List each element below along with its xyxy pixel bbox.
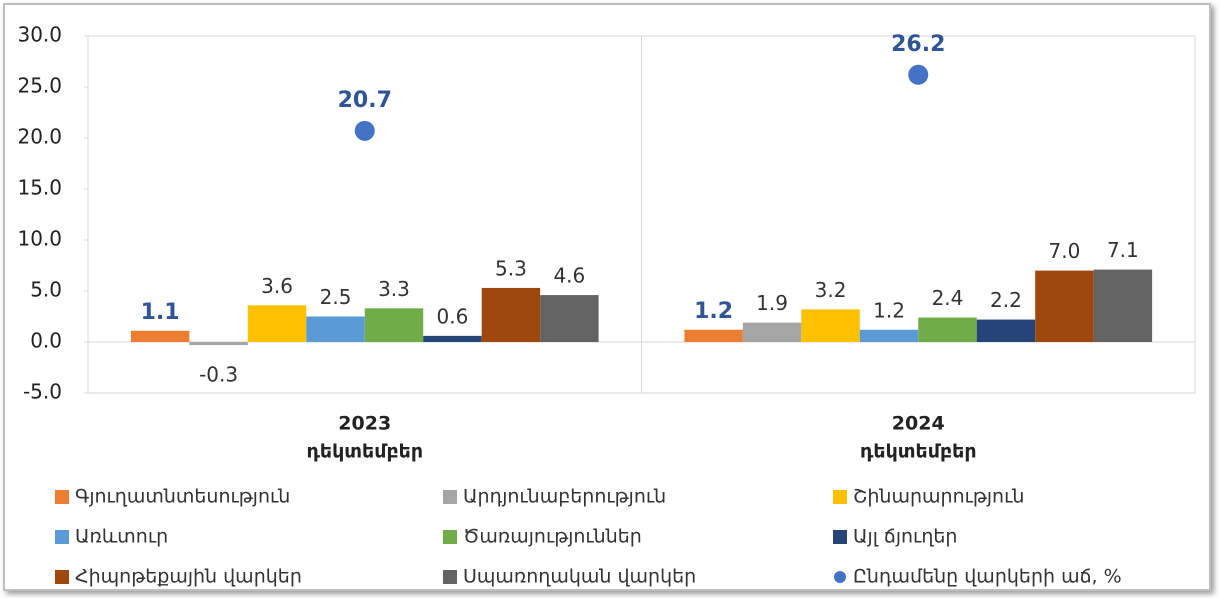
legend-label: Շինարարություն <box>853 486 1024 508</box>
legend-marker <box>833 530 847 544</box>
total-label: 20.7 <box>338 88 392 113</box>
value-label: 3.2 <box>815 278 847 302</box>
total-dot <box>908 64 929 85</box>
bar <box>801 309 860 342</box>
legend-marker <box>55 530 69 544</box>
bar <box>1035 270 1094 342</box>
value-label: 7.1 <box>1107 238 1139 262</box>
y-tick-label: 15.0 <box>17 176 62 200</box>
legend-marker <box>443 490 457 504</box>
x-tick-label: 2024 <box>892 413 945 435</box>
y-tick-label: 0.0 <box>30 329 62 353</box>
bar <box>306 316 365 342</box>
y-tick-label: 25.0 <box>17 74 62 98</box>
legend-label: Այլ ճյուղեր <box>853 526 957 548</box>
legend-label: Հիպոթեքային վարկեր <box>75 566 302 588</box>
value-label: 1.2 <box>694 299 733 324</box>
x-tick-label: 2023 <box>338 413 391 435</box>
legend-label: Գյուղատնտեսություն <box>75 486 290 508</box>
bar <box>247 305 307 342</box>
bar <box>364 308 424 342</box>
legend-label: Արդյունաբերություն <box>463 486 666 508</box>
bar <box>189 342 248 346</box>
legend-label: Ծառայություններ <box>463 526 642 548</box>
legend-marker <box>55 570 69 584</box>
value-label: 1.2 <box>873 298 905 322</box>
value-label: 7.0 <box>1049 239 1081 263</box>
legend-marker <box>55 490 69 504</box>
value-label: 2.4 <box>932 286 964 310</box>
bar <box>684 329 743 342</box>
bar <box>130 330 190 342</box>
legend-marker <box>834 571 846 583</box>
legend-label: Առևտուր <box>75 526 168 548</box>
y-tick-label: 20.0 <box>17 125 62 149</box>
y-tick-label: 5.0 <box>30 278 62 302</box>
legend-label: Ընդամենը վարկերի աճ, % <box>853 566 1122 588</box>
legend-marker <box>443 530 457 544</box>
legend-marker <box>833 490 847 504</box>
bar <box>423 335 482 342</box>
x-tick-label: դեկտեմբեր <box>860 441 977 463</box>
y-tick-label: -5.0 <box>23 380 62 404</box>
value-label: 3.6 <box>261 274 293 298</box>
legend-marker <box>443 570 457 584</box>
value-label: 2.5 <box>320 285 352 309</box>
y-tick-label: 10.0 <box>17 227 62 251</box>
bar <box>976 319 1036 342</box>
bar <box>918 317 977 342</box>
value-label: 5.3 <box>495 256 527 280</box>
total-dot <box>354 120 375 141</box>
y-tick-label: 30.0 <box>17 23 62 47</box>
value-label: 1.1 <box>141 300 180 325</box>
value-label: -0.3 <box>199 363 238 387</box>
total-label: 26.2 <box>891 32 945 57</box>
bar <box>859 329 919 342</box>
value-label: 3.3 <box>378 277 410 301</box>
bar <box>1093 269 1153 342</box>
x-tick-label: դեկտեմբեր <box>306 441 423 463</box>
bar <box>481 287 541 342</box>
value-label: 2.2 <box>990 288 1022 312</box>
value-label: 1.9 <box>756 291 788 315</box>
value-label: 0.6 <box>437 304 469 328</box>
bar <box>540 295 599 342</box>
frame <box>3 3 1211 591</box>
value-label: 4.6 <box>553 264 585 288</box>
bar <box>742 322 802 342</box>
legend-label: Սպառողական վարկեր <box>463 566 696 588</box>
